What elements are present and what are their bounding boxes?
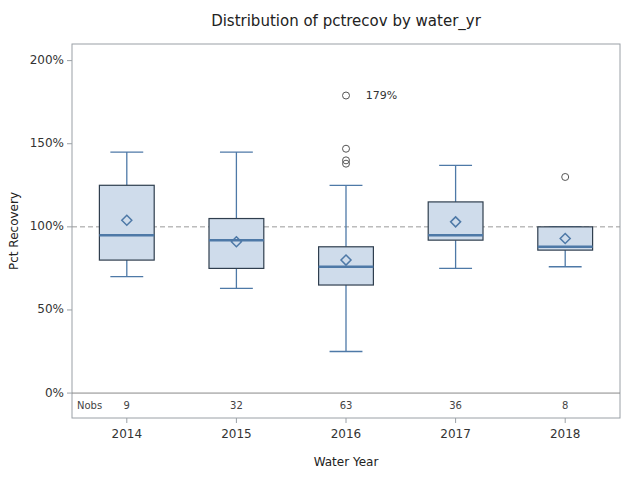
box bbox=[538, 227, 593, 250]
outlier bbox=[343, 92, 350, 99]
nobs-value: 8 bbox=[562, 400, 568, 411]
y-tick bbox=[67, 226, 72, 227]
x-tick-label: 2016 bbox=[331, 427, 362, 441]
whisker-cap bbox=[220, 288, 253, 289]
whisker-high bbox=[455, 165, 456, 202]
x-tick bbox=[346, 418, 347, 423]
mean-marker bbox=[122, 215, 132, 225]
whisker-low bbox=[126, 260, 127, 277]
whisker-cap bbox=[110, 151, 143, 152]
outlier bbox=[343, 145, 350, 152]
y-tick-label: 50% bbox=[37, 302, 64, 316]
background bbox=[0, 0, 640, 480]
box bbox=[428, 202, 483, 240]
x-tick bbox=[126, 418, 127, 423]
box-group bbox=[319, 92, 374, 351]
whisker-cap bbox=[330, 185, 363, 186]
whisker-high bbox=[126, 152, 127, 185]
mean-marker bbox=[341, 255, 351, 265]
mean-marker bbox=[560, 233, 570, 243]
whisker-cap bbox=[220, 151, 253, 152]
y-tick bbox=[67, 309, 72, 310]
box-group bbox=[538, 173, 593, 266]
box bbox=[99, 185, 154, 260]
whisker-cap bbox=[439, 268, 472, 269]
nobs-value: 36 bbox=[449, 400, 462, 411]
nobs-value: 63 bbox=[340, 400, 353, 411]
box-group bbox=[99, 152, 154, 277]
mean-marker bbox=[231, 237, 241, 247]
title: Distribution of pctrecov by water_yr bbox=[211, 12, 482, 31]
x-axis: 2014 2015 2016 2017 2018 bbox=[112, 418, 581, 441]
x-tick-label: 2015 bbox=[221, 427, 252, 441]
nobs-value: 32 bbox=[230, 400, 243, 411]
y-tick bbox=[67, 60, 72, 61]
nobs-value: 9 bbox=[124, 400, 130, 411]
median bbox=[428, 234, 483, 237]
y-tick-label: 100% bbox=[30, 219, 64, 233]
box-group bbox=[209, 152, 264, 288]
y-tick-label: 150% bbox=[30, 136, 64, 150]
whisker-cap bbox=[330, 351, 363, 352]
x-tick-label: 2017 bbox=[440, 427, 471, 441]
annotation: 179% bbox=[366, 89, 397, 102]
median bbox=[209, 239, 264, 242]
whisker-low bbox=[345, 285, 346, 351]
outlier bbox=[562, 173, 569, 180]
median bbox=[538, 246, 593, 249]
whisker-high bbox=[345, 185, 346, 247]
x-tick bbox=[236, 418, 237, 423]
box bbox=[319, 247, 374, 285]
y-tick-label: 200% bbox=[30, 53, 64, 67]
x-tick-label: 2018 bbox=[550, 427, 581, 441]
whisker-cap bbox=[439, 165, 472, 166]
x-tick-label: 2014 bbox=[112, 427, 143, 441]
chart: 0% 50% 100% 150% 200% 2014 2015 2016 2017 2018 Nob… bbox=[0, 0, 640, 480]
box bbox=[209, 219, 264, 269]
whisker-low bbox=[565, 250, 566, 267]
nobs-row: Nobs 9 32 63 36 8 bbox=[77, 400, 568, 411]
outlier bbox=[343, 160, 350, 167]
box-group bbox=[428, 165, 483, 268]
y-tick-label: 0% bbox=[45, 386, 64, 400]
mean-marker bbox=[451, 217, 461, 227]
plot-frame bbox=[72, 44, 620, 418]
y-axis: 0% 50% 100% 150% 200% bbox=[30, 53, 72, 399]
y-tick bbox=[67, 143, 72, 144]
x-axis-label: Water Year bbox=[314, 455, 379, 469]
x-tick bbox=[455, 418, 456, 423]
whisker-low bbox=[455, 240, 456, 268]
whisker-cap bbox=[110, 276, 143, 277]
marks bbox=[72, 92, 620, 393]
whisker-cap bbox=[549, 266, 582, 267]
y-tick bbox=[67, 393, 72, 394]
nobs-separator bbox=[72, 393, 620, 394]
x-tick bbox=[565, 418, 566, 423]
nobs-label: Nobs bbox=[77, 400, 102, 411]
whisker-low bbox=[236, 268, 237, 288]
median bbox=[99, 234, 154, 237]
whisker-high bbox=[236, 152, 237, 218]
y-axis-label: Pct Recovery bbox=[7, 192, 21, 270]
